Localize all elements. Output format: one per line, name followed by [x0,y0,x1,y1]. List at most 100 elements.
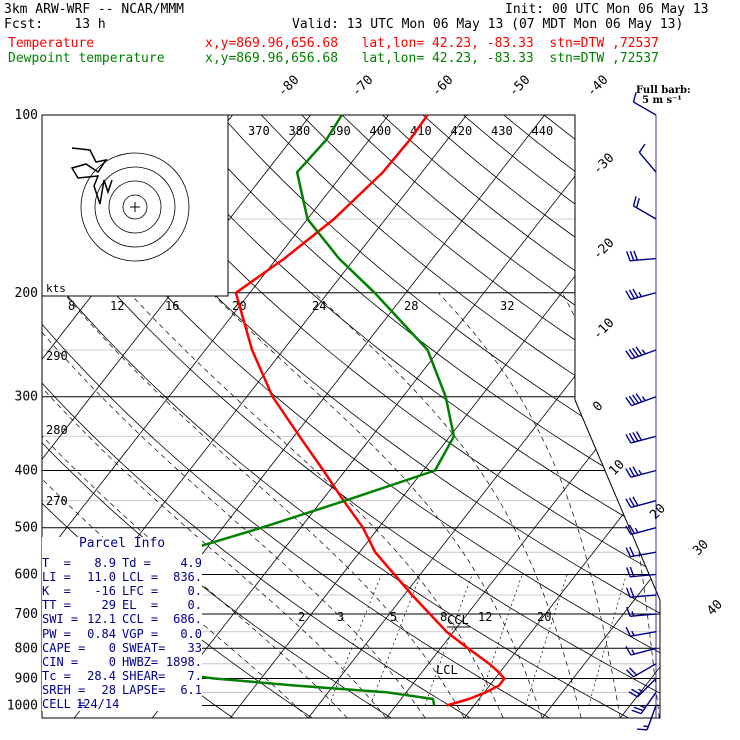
isotherm-label: 30 [690,537,712,559]
moist-adiabat-line [314,292,582,718]
dry-adiabat-line [341,115,660,718]
parcel-value: 0 [108,640,116,655]
isotherm-line [463,115,660,718]
wind-barb-feather [641,349,646,355]
moist-adiabat-line [42,292,387,718]
wind-barb-feather [638,469,643,475]
wind-barb-feather [635,346,643,356]
wind-barb [638,143,657,173]
wind-barb-feather [635,197,640,208]
wind-barb-feather [625,626,632,637]
isotherm-line [307,115,660,718]
wind-barb-feather [638,291,643,298]
isotherm-line [42,115,389,718]
dry-adiabat-line [220,115,660,718]
parcel-key: CELL = [42,697,86,712]
parcel-key: CCL = [122,612,159,627]
parcel-key: VGP = [122,626,159,641]
wind-barb-feather [628,524,636,534]
wind-scale-label: 16 [165,299,179,313]
wind-barb-feather [641,396,646,402]
theta-e-label: 270 [46,494,68,508]
wind-scale-label: 24 [312,299,326,313]
wind-barb-feather [629,250,635,261]
pressure-tick-label: 1000 [7,698,38,713]
parcel-row: CAPE = 0 SWEAT= 33 [42,641,202,655]
mixing-ratio-label: 8 [440,610,447,624]
dry-adiabat-line [463,115,660,718]
hodograph-units-label: kts [46,282,66,295]
wind-barb [626,250,657,262]
parcel-key: PW = [42,626,71,641]
pressure-tick-label: 800 [15,641,38,656]
wind-barb-feather [635,431,643,441]
parcel-value: 28.4 [87,668,116,683]
parcel-value: 7. [187,668,202,683]
mixing-ratio-label: 3 [337,610,344,624]
parcel-row: PW = 0.84 VGP = 0.0 [42,627,202,641]
dry-adiabat-line [261,115,660,718]
wind-barb-feather [625,290,632,300]
parcel-value: 28 [101,682,116,697]
wind-barb-feather [632,432,639,442]
wind-barb-feather [631,611,635,617]
wind-barb [625,524,657,536]
isotherm-label: -10 [590,316,617,343]
ccl-label: CCL [447,613,469,627]
dry-adiabat-line [42,115,471,718]
parcel-row: LI = 11.0 LCL = 836. [42,570,202,584]
wind-barb-feather [632,92,637,103]
pressure-tick-label: 700 [15,607,38,622]
theta-label: 440 [532,124,554,138]
mixing-ratio-line [477,574,523,706]
parcel-value: 0. [187,598,202,613]
isotherm-label: -40 [584,73,611,100]
parcel-value: -16 [94,584,116,599]
parcel-key: LCL = [122,570,159,585]
wind-barb [628,677,657,698]
isotherm-label: 20 [647,501,669,523]
pressure-tick-label: 600 [15,567,38,582]
moist-adiabat-line [63,292,465,718]
moist-adiabat-line [211,292,543,718]
valid-time: Valid: 13 UTC Mon 06 May 13 (07 MDT Mon … [292,17,684,32]
wind-barb-feather [634,527,639,533]
parcel-value: 686. [173,612,202,627]
wind-barb [625,466,657,478]
wind-barb-feather [629,566,635,577]
wind-barb-feather [635,393,643,403]
parcel-row: CIN = 0 HWBZ= 1898. [42,655,202,669]
wind-barb-feather [638,143,646,153]
wind-barb-feather [628,433,636,443]
wind-barb-feather [625,547,632,557]
pressure-tick-label: 400 [15,464,38,479]
wind-barb-feather [632,466,639,476]
wind-barb-feather [628,395,636,405]
model-title: 3km ARW-WRF -- NCAR/MMM [4,2,185,17]
parcel-key: TT = [42,598,71,613]
wind-barb-feather [632,496,639,506]
isotherm-label: 40 [704,597,726,619]
parcel-key: CIN = [42,654,79,669]
dry-adiabat-line [422,115,660,718]
parcel-value: 33 [187,640,202,655]
pressure-tick-label: 100 [15,108,38,123]
dry-adiabat-line [624,115,660,718]
moist-adiabat-line [561,292,660,718]
parcel-info-panel: Parcel Info T = 8.9 Td = 4.9 LI = 11.0 LCL = 83… [42,536,202,712]
wind-barb-feather [632,394,639,404]
parcel-value: 6.1 [180,682,202,697]
wind-barb-feather [625,498,632,508]
temperature-profile [234,114,506,707]
temperature-legend-label: Temperature [8,36,95,51]
wind-scale-label: 12 [110,299,124,313]
isotherm-label: -30 [590,151,617,178]
parcel-key: Tc = [42,668,71,683]
wind-barb-feather [625,350,633,360]
wind-barb-feather [628,691,638,698]
parcel-value: 836. [173,570,202,585]
wind-barb-feather [628,467,636,477]
wind-barb [637,705,657,731]
parcel-row: K = -16 LFC = 0. [42,584,202,598]
dry-adiabat-line [99,115,660,718]
